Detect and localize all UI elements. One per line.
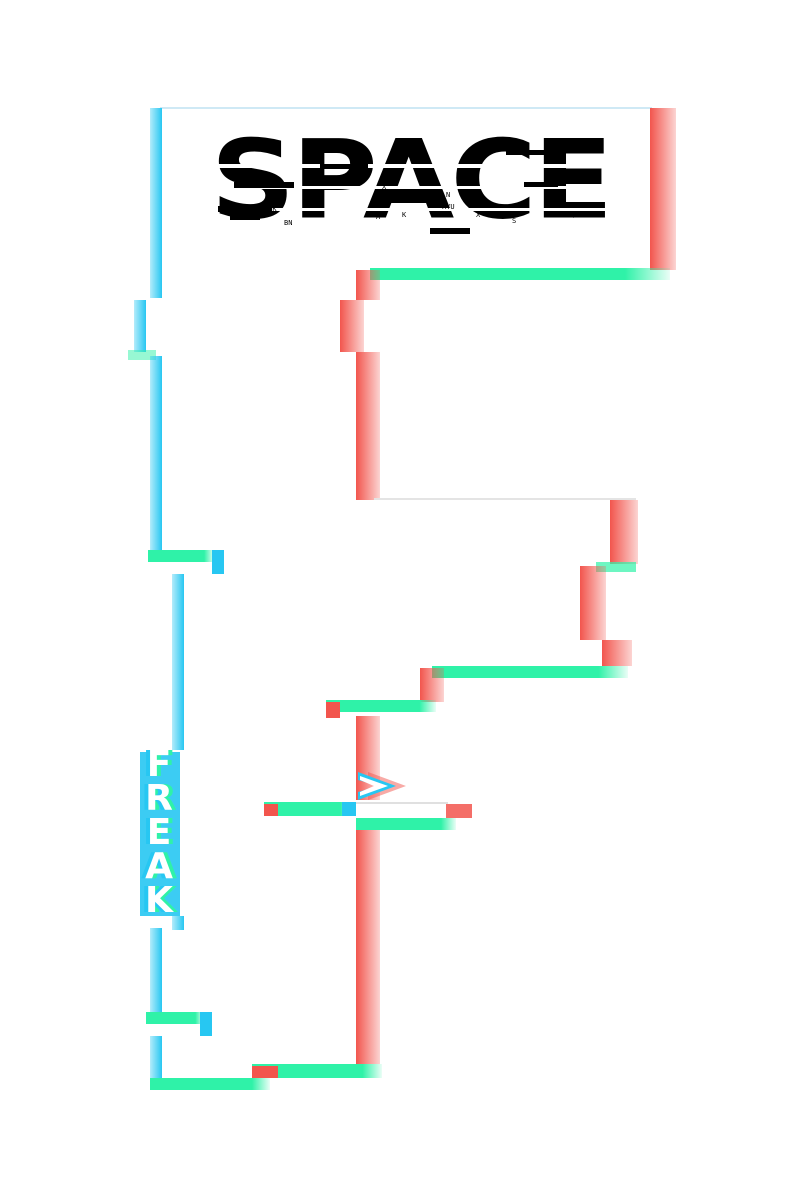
title-glitch-bar <box>218 206 272 212</box>
title-glitch-bar <box>430 228 470 234</box>
glitch-micro-text: Y <box>360 175 365 183</box>
glitch-micro-text: BN <box>284 219 293 227</box>
glitch-micro-text: RYU <box>442 203 455 211</box>
glitch-micro-text: S <box>512 217 517 225</box>
vertical-word-letter: E <box>146 812 172 853</box>
vertical-word-letter: K <box>145 880 173 921</box>
glitch-micro-text: X <box>476 211 481 219</box>
vertical-word-backdrop <box>140 752 180 916</box>
right-edge <box>252 108 676 1078</box>
glitch-micro-text: X <box>382 183 387 191</box>
chevron-right-icon <box>358 772 406 800</box>
title-glitch-bar <box>524 182 558 187</box>
glitch-micro-text: A <box>376 213 381 221</box>
title-glitch-bar <box>234 182 294 188</box>
glitch-micro-text: N <box>446 191 451 199</box>
title-glitch-slice <box>210 208 610 211</box>
top-edge-line <box>160 107 652 109</box>
title-glitch-slice <box>210 164 610 168</box>
crossbar <box>264 802 472 830</box>
glitch-micro-text: K <box>416 195 421 203</box>
vertical-word-letter: A <box>145 846 173 887</box>
title-glitch-bar <box>506 150 550 155</box>
vertical-word-letter: F <box>146 744 172 785</box>
vertical-word: F R E A K <box>136 744 182 921</box>
glitch-micro-text: KRQ <box>562 211 575 219</box>
left-edge <box>128 108 270 1090</box>
title-block: SPACE <box>210 116 614 250</box>
vertical-word-letter: R <box>145 778 173 819</box>
glitch-micro-text: K <box>402 211 407 219</box>
page-title: SPACE <box>210 116 613 244</box>
glitch-micro-text: EVK <box>264 205 277 213</box>
title-glitch-bar <box>230 216 260 220</box>
title-glitch-bar <box>320 164 368 169</box>
title-glitch-slice <box>210 186 610 189</box>
